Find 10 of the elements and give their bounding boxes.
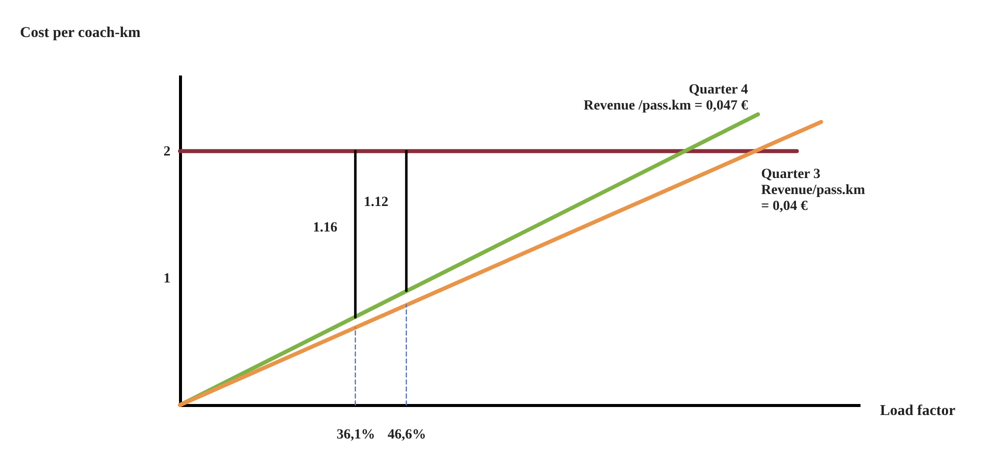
x-axis-title: Load factor: [880, 403, 956, 419]
series-label: Quarter 3 Revenue/pass.km = 0,04 €: [761, 166, 866, 214]
x-tick-label: 46,6%: [388, 428, 426, 442]
y-tick-label: 1: [164, 272, 170, 287]
annotation: 1.12: [364, 194, 388, 210]
y-axis-title: Cost per coach-km: [20, 25, 142, 41]
series-label: Quarter 4 Revenue /pass.km = 0,047 €: [584, 82, 748, 114]
annotation: 1.16: [312, 220, 338, 236]
y-tick-label: 2: [164, 144, 170, 160]
x-tick-label: 36,1%: [336, 428, 376, 442]
